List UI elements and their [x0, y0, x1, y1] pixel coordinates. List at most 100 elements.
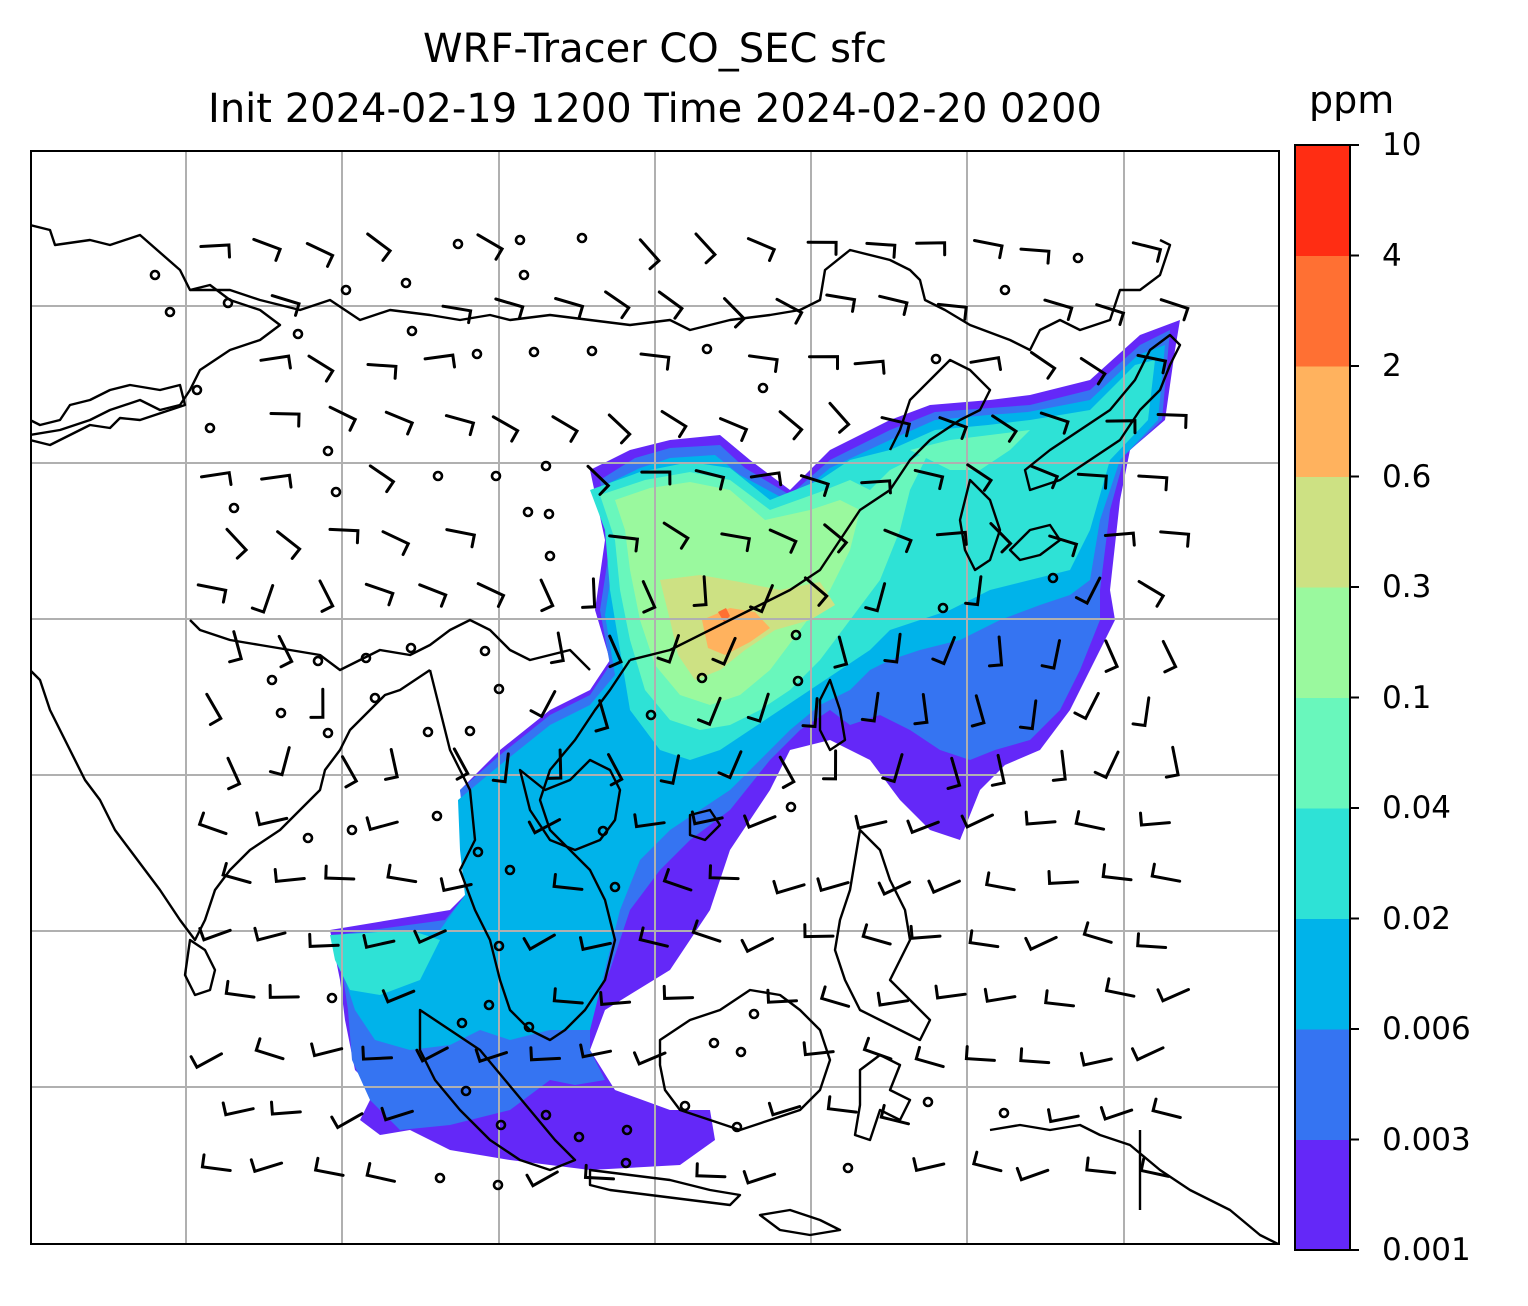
wind-barb	[474, 1048, 508, 1064]
wind-barb	[662, 521, 690, 550]
wind-barb	[198, 927, 232, 942]
wind-barb	[860, 479, 892, 495]
calm-wind-circle	[149, 269, 161, 281]
wind-barb	[1019, 1047, 1051, 1065]
wind-barb	[268, 746, 291, 777]
calm-wind-circle	[540, 1109, 552, 1121]
wind-barb	[1076, 472, 1108, 490]
calm-wind-circle	[369, 692, 381, 704]
wind-barb	[365, 1162, 396, 1183]
calm-wind-circle	[164, 306, 176, 318]
wind-barb	[1139, 811, 1171, 827]
wind-barb	[969, 355, 1002, 371]
calm-wind-circle	[757, 382, 769, 394]
wind-barb	[641, 580, 657, 614]
wind-barb	[803, 576, 829, 607]
wind-barb	[386, 863, 418, 884]
wind-barb	[527, 818, 562, 835]
wind-barb	[1156, 988, 1190, 1003]
wind-barb	[364, 582, 395, 607]
wind-barb	[1099, 1106, 1134, 1121]
wind-barb	[877, 880, 912, 896]
wind-barb	[854, 814, 888, 830]
wind-barb	[368, 464, 396, 494]
wind-barb	[662, 868, 693, 892]
wind-barb	[768, 528, 798, 554]
wind-barb	[1156, 413, 1188, 429]
wind-barb	[579, 936, 612, 952]
calm-wind-circle	[1047, 572, 1059, 584]
wind-barb	[380, 1106, 414, 1122]
calm-wind-circle	[432, 470, 444, 482]
coastlines	[30, 223, 1280, 1245]
wind-barb	[384, 410, 415, 436]
calm-wind-circles	[149, 232, 1084, 1191]
wind-barb	[249, 1158, 284, 1174]
wind-barb	[228, 630, 244, 664]
wind-barb	[444, 414, 476, 437]
calm-wind-circle	[322, 445, 334, 457]
map-panel	[30, 150, 1280, 1245]
wind-barb	[221, 862, 252, 884]
wind-barb	[1164, 745, 1180, 779]
colorbar-segment	[1295, 1029, 1350, 1140]
calm-wind-circle	[495, 1119, 507, 1131]
wind-barb	[476, 233, 505, 261]
calm-wind-circle	[937, 602, 949, 614]
calm-wind-circle	[460, 1085, 472, 1097]
wind-barb	[936, 302, 968, 321]
wind-barb	[913, 468, 945, 491]
calm-wind-circle	[302, 832, 314, 844]
wind-barb	[1137, 474, 1169, 492]
wind-barb	[638, 238, 662, 271]
calm-wind-circle	[621, 1124, 633, 1136]
wind-barb	[1093, 750, 1120, 780]
wind-barb	[801, 697, 819, 729]
coastline-gulf-thailand	[518, 758, 622, 852]
wind-barb	[259, 354, 292, 370]
wind-barb	[539, 578, 555, 613]
wind-barb	[964, 1045, 996, 1062]
colorbar-tick-label: 0.1	[1382, 679, 1432, 716]
wind-barb	[825, 293, 857, 313]
wind-barb	[861, 923, 892, 946]
wind-barb	[747, 354, 779, 373]
calm-wind-circle	[597, 825, 609, 837]
wind-barb	[656, 634, 680, 664]
wind-barb	[876, 991, 910, 1007]
wind-barb	[604, 290, 631, 320]
wind-barb	[927, 879, 961, 895]
coastline-timor	[758, 1208, 842, 1237]
wind-barbs	[189, 232, 1191, 1188]
wind-barb	[778, 755, 796, 789]
wind-barb	[579, 1043, 612, 1059]
calm-wind-circle	[842, 1162, 854, 1174]
wind-barb	[594, 699, 610, 733]
calm-wind-circle	[701, 343, 713, 355]
wind-barb	[691, 919, 722, 943]
wind-barb	[960, 813, 994, 829]
colorbar-segment	[1295, 145, 1350, 256]
wind-barb	[269, 412, 301, 428]
colorbar-segment	[1295, 918, 1350, 1030]
wind-barb	[189, 1052, 223, 1070]
wind-barb	[968, 929, 1000, 949]
wind-barb	[638, 926, 669, 948]
wind-barb	[547, 748, 563, 780]
wind-barb	[1103, 531, 1136, 547]
wind-barb	[746, 237, 777, 262]
calm-wind-circle	[479, 645, 491, 657]
wind-barb	[692, 575, 708, 607]
wind-barb	[878, 294, 909, 316]
wind-barb	[581, 577, 597, 609]
wind-barb	[973, 239, 1004, 260]
wind-barb	[915, 241, 947, 257]
wind-barb	[906, 819, 940, 835]
wind-barb	[778, 410, 804, 441]
wind-barb	[935, 530, 968, 546]
wind-barb	[746, 692, 770, 723]
coastline-north-border	[30, 223, 1172, 352]
wind-barb	[723, 297, 747, 329]
wind-barb	[1018, 699, 1038, 731]
calm-wind-circle	[452, 238, 464, 250]
